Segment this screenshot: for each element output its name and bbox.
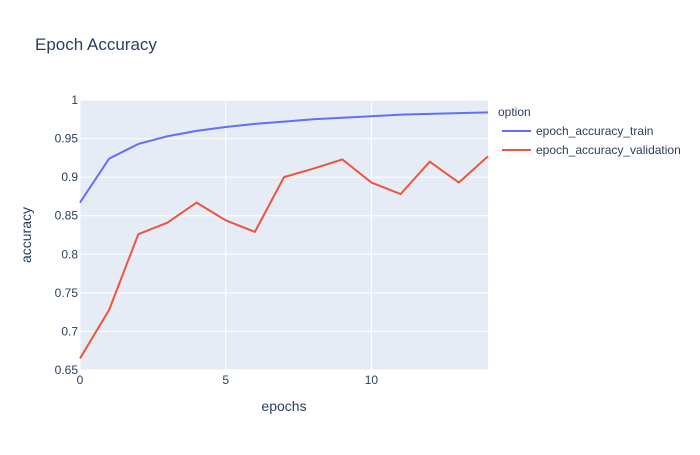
plot-area <box>80 100 488 370</box>
y-tick-label: 0.65 <box>55 363 79 377</box>
legend-item-label: epoch_accuracy_validation <box>536 143 681 157</box>
series-line-epoch-accuracy-validation <box>79 155 489 359</box>
legend-item-label: epoch_accuracy_train <box>536 124 653 138</box>
series-lines <box>79 111 489 359</box>
y-axis-label: accuracy <box>18 207 34 263</box>
x-tick-label: 10 <box>365 373 379 387</box>
y-axis-ticks: 0.65 0.7 0.75 0.8 0.85 0.9 0.95 1 <box>55 93 79 377</box>
y-tick-label: 0.7 <box>61 324 78 338</box>
x-tick-label: 0 <box>77 373 84 387</box>
chart-title: Epoch Accuracy <box>35 35 157 54</box>
y-tick-label: 0.95 <box>55 132 79 146</box>
y-tick-label: 0.9 <box>61 170 78 184</box>
legend-items: epoch_accuracy_train epoch_accuracy_valid… <box>502 124 681 157</box>
x-tick-label: 5 <box>222 373 229 387</box>
y-tick-label: 1 <box>71 93 78 107</box>
y-tick-label: 0.8 <box>61 247 78 261</box>
x-axis-label: epochs <box>261 398 306 414</box>
legend: option epoch_accuracy_trainepoch_accurac… <box>498 105 681 157</box>
legend-title: option <box>498 105 531 119</box>
y-tick-label: 0.85 <box>55 209 79 223</box>
y-tick-label: 0.75 <box>55 286 79 300</box>
x-axis-ticks: 0 5 10 <box>77 373 379 387</box>
series-line-epoch-accuracy-train <box>79 111 489 204</box>
